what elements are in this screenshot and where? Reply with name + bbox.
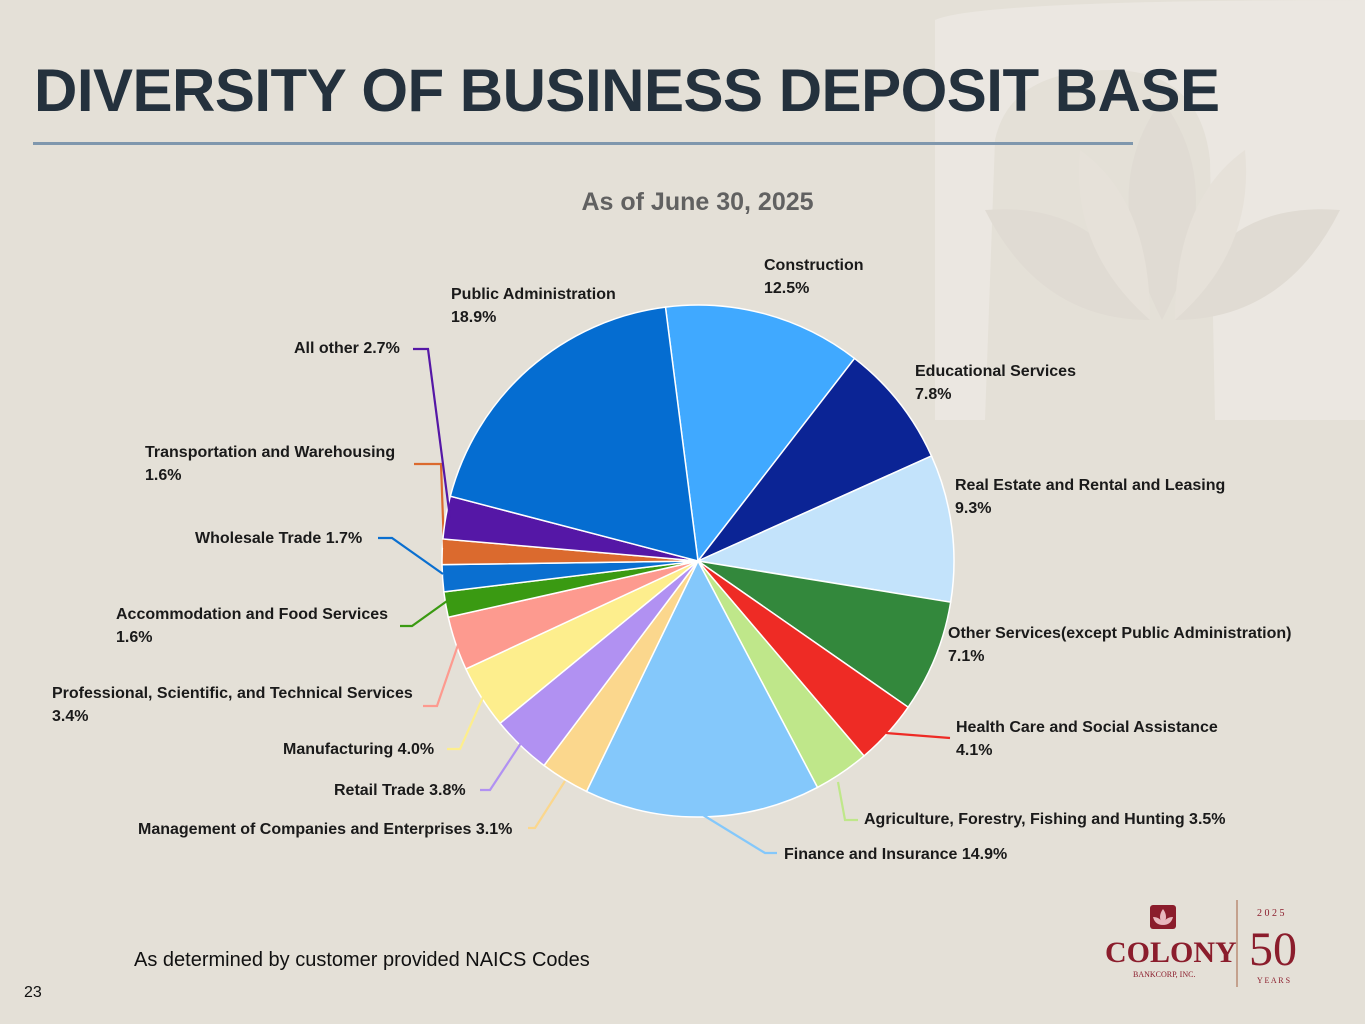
- anniversary-year: 2 0 2 5: [1257, 908, 1285, 919]
- slice-label-real-estate-and-rental-and-leasing: Real Estate and Rental and Leasing 9.3%: [955, 477, 1226, 517]
- pie-slice-real-estate-and-rental-and-leasing: [695, 454, 955, 604]
- page-title: DIVERSITY OF BUSINESS DEPOSIT BASE: [34, 57, 1220, 124]
- slice-label-educational-services: Educational Services 7.8%: [915, 363, 1076, 403]
- slice-label-manufacturing: Manufacturing 4.0%: [283, 741, 435, 758]
- page-number: 23: [24, 984, 42, 1001]
- slice-label-other-services-except-public-administration: Other Services(except Public Administrat…: [948, 625, 1292, 665]
- slice-label-finance-and-insurance: Finance and Insurance 14.9%: [784, 846, 1008, 863]
- leader-line-health-care-and-social-assistance: [885, 731, 951, 740]
- slice-label-wholesale-trade: Wholesale Trade 1.7%: [195, 530, 363, 547]
- chart-title: As of June 30, 2025: [581, 188, 814, 216]
- pie-slice-educational-services: [697, 357, 933, 562]
- leader-line-management-of-companies-and-enterprises: [528, 780, 566, 830]
- watermark-lotus-right: [1175, 209, 1340, 320]
- pie-slice-other-services-except-public-administration: [697, 560, 952, 709]
- slice-label-all-other: All other 2.7%: [294, 340, 400, 357]
- slice-label-construction: Construction 12.5%: [764, 257, 864, 297]
- slice-label-management-of-companies-and-enterprises: Management of Companies and Enterprises …: [138, 821, 513, 838]
- leader-line-retail-trade: [480, 742, 522, 792]
- lotus-emblem-icon: [1150, 905, 1176, 929]
- watermark-lotus-inner-left: [1078, 150, 1150, 320]
- watermark-arch: [935, 0, 1365, 420]
- slice-label-transportation-and-warehousing: Transportation and Warehousing 1.6%: [145, 444, 396, 484]
- slice-label-agriculture-forestry-fishing-and-hunting: Agriculture, Forestry, Fishing and Hunti…: [864, 811, 1226, 828]
- pie-slice-public-administration: [449, 306, 699, 563]
- leader-line-finance-and-insurance: [702, 814, 777, 855]
- slice-label-retail-trade: Retail Trade 3.8%: [334, 782, 466, 799]
- slice-label-professional-scientific-and-technical-services: Professional, Scientific, and Technical …: [52, 685, 413, 725]
- leader-line-manufacturing: [447, 694, 486, 751]
- leader-line-all-other: [413, 347, 452, 519]
- pie-slice-finance-and-insurance: [585, 559, 819, 818]
- logo-subtitle: BANKCORP, INC.: [1133, 970, 1195, 979]
- leader-line-agriculture-forestry-fishing-and-hunting: [836, 781, 858, 822]
- colony-logo-mark: COLONY BANKCORP, INC. 2 0 2 5 50 Y E A R…: [1105, 900, 1297, 987]
- leader-line-wholesale-trade: [378, 536, 444, 575]
- leader-line-transportation-and-warehousing: [414, 462, 446, 549]
- pie-slice-construction: [664, 304, 856, 563]
- anniversary-years-word: Y E A R S: [1257, 976, 1290, 985]
- slice-label-health-care-and-social-assistance: Health Care and Social Assistance 4.1%: [956, 719, 1218, 759]
- watermark-lotus-left: [985, 209, 1150, 320]
- logo-name: COLONY: [1105, 936, 1237, 969]
- leader-line-accommodation-and-food-services: [400, 600, 448, 628]
- slice-label-accommodation-and-food-services: Accommodation and Food Services 1.6%: [116, 606, 389, 646]
- watermark-lotus-inner-right: [1175, 150, 1247, 320]
- footnote: As determined by customer provided NAICS…: [134, 949, 590, 971]
- leader-line-professional-scientific-and-technical-services: [423, 641, 461, 708]
- slice-label-public-administration: Public Administration 18.9%: [451, 286, 616, 326]
- anniversary-number: 50: [1249, 923, 1297, 976]
- company-logo: COLONY BANKCORP, INC. 2 0 2 5 50 Y E A R…: [1100, 895, 1325, 995]
- title-divider: [33, 142, 1133, 145]
